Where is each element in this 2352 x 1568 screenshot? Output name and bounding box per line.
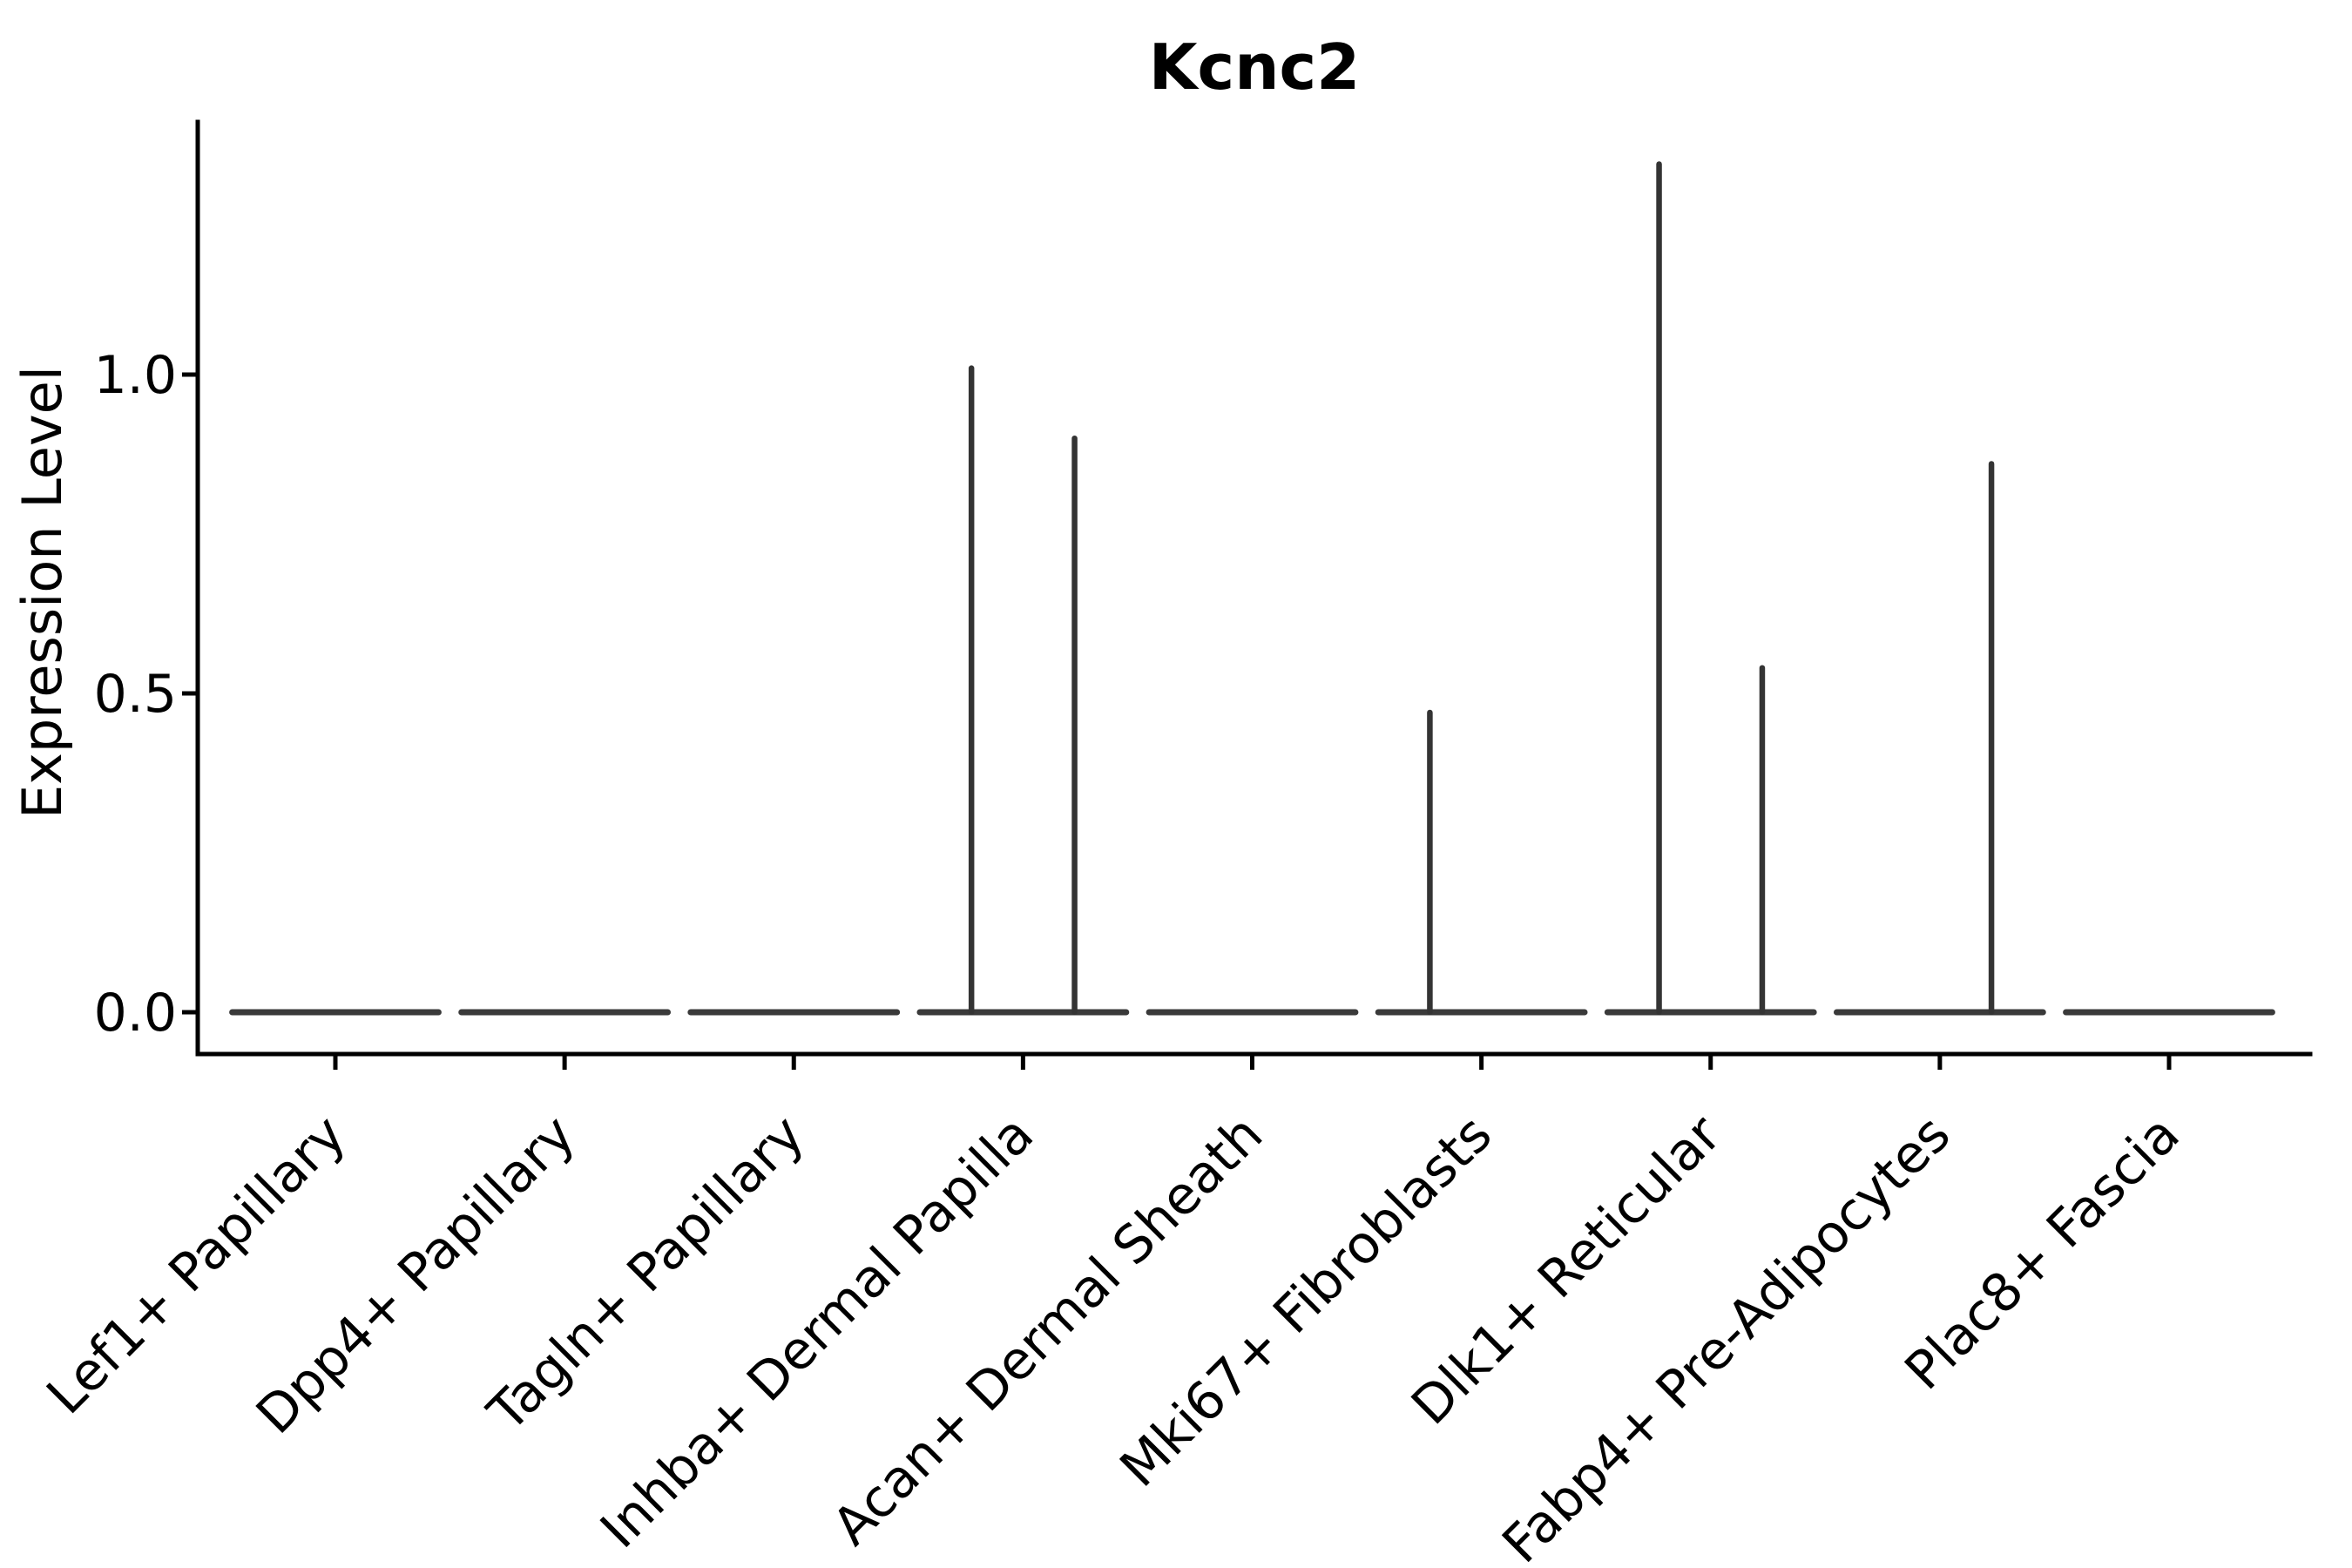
x-tick-label-5: Mki67+ Fibroblasts [1109,1104,1504,1499]
violin-5 [1375,709,1588,1016]
y-axis-ticks: 0.0 0.5 1.0 [94,345,198,1044]
x-tick-label-4: Acan+ Dermal Sheath [821,1104,1275,1558]
violin-3 [916,365,1130,1016]
violin-7 [1833,461,2046,1016]
y-axis-label: Expression Level [10,366,74,819]
violins [229,161,2275,1016]
x-tick-label-3: Inhba+ Dermal Papilla [589,1104,1045,1560]
violin-6 [1604,161,1817,1016]
x-tick-label-7: Fabp4+ Pre-Adipocytes [1491,1104,1963,1568]
y-tick-label-2: 1.0 [94,345,177,406]
y-tick-label-0: 0.0 [94,983,177,1044]
chart-title: Kcnc2 [1149,30,1361,104]
y-tick-label-1: 0.5 [94,664,177,725]
